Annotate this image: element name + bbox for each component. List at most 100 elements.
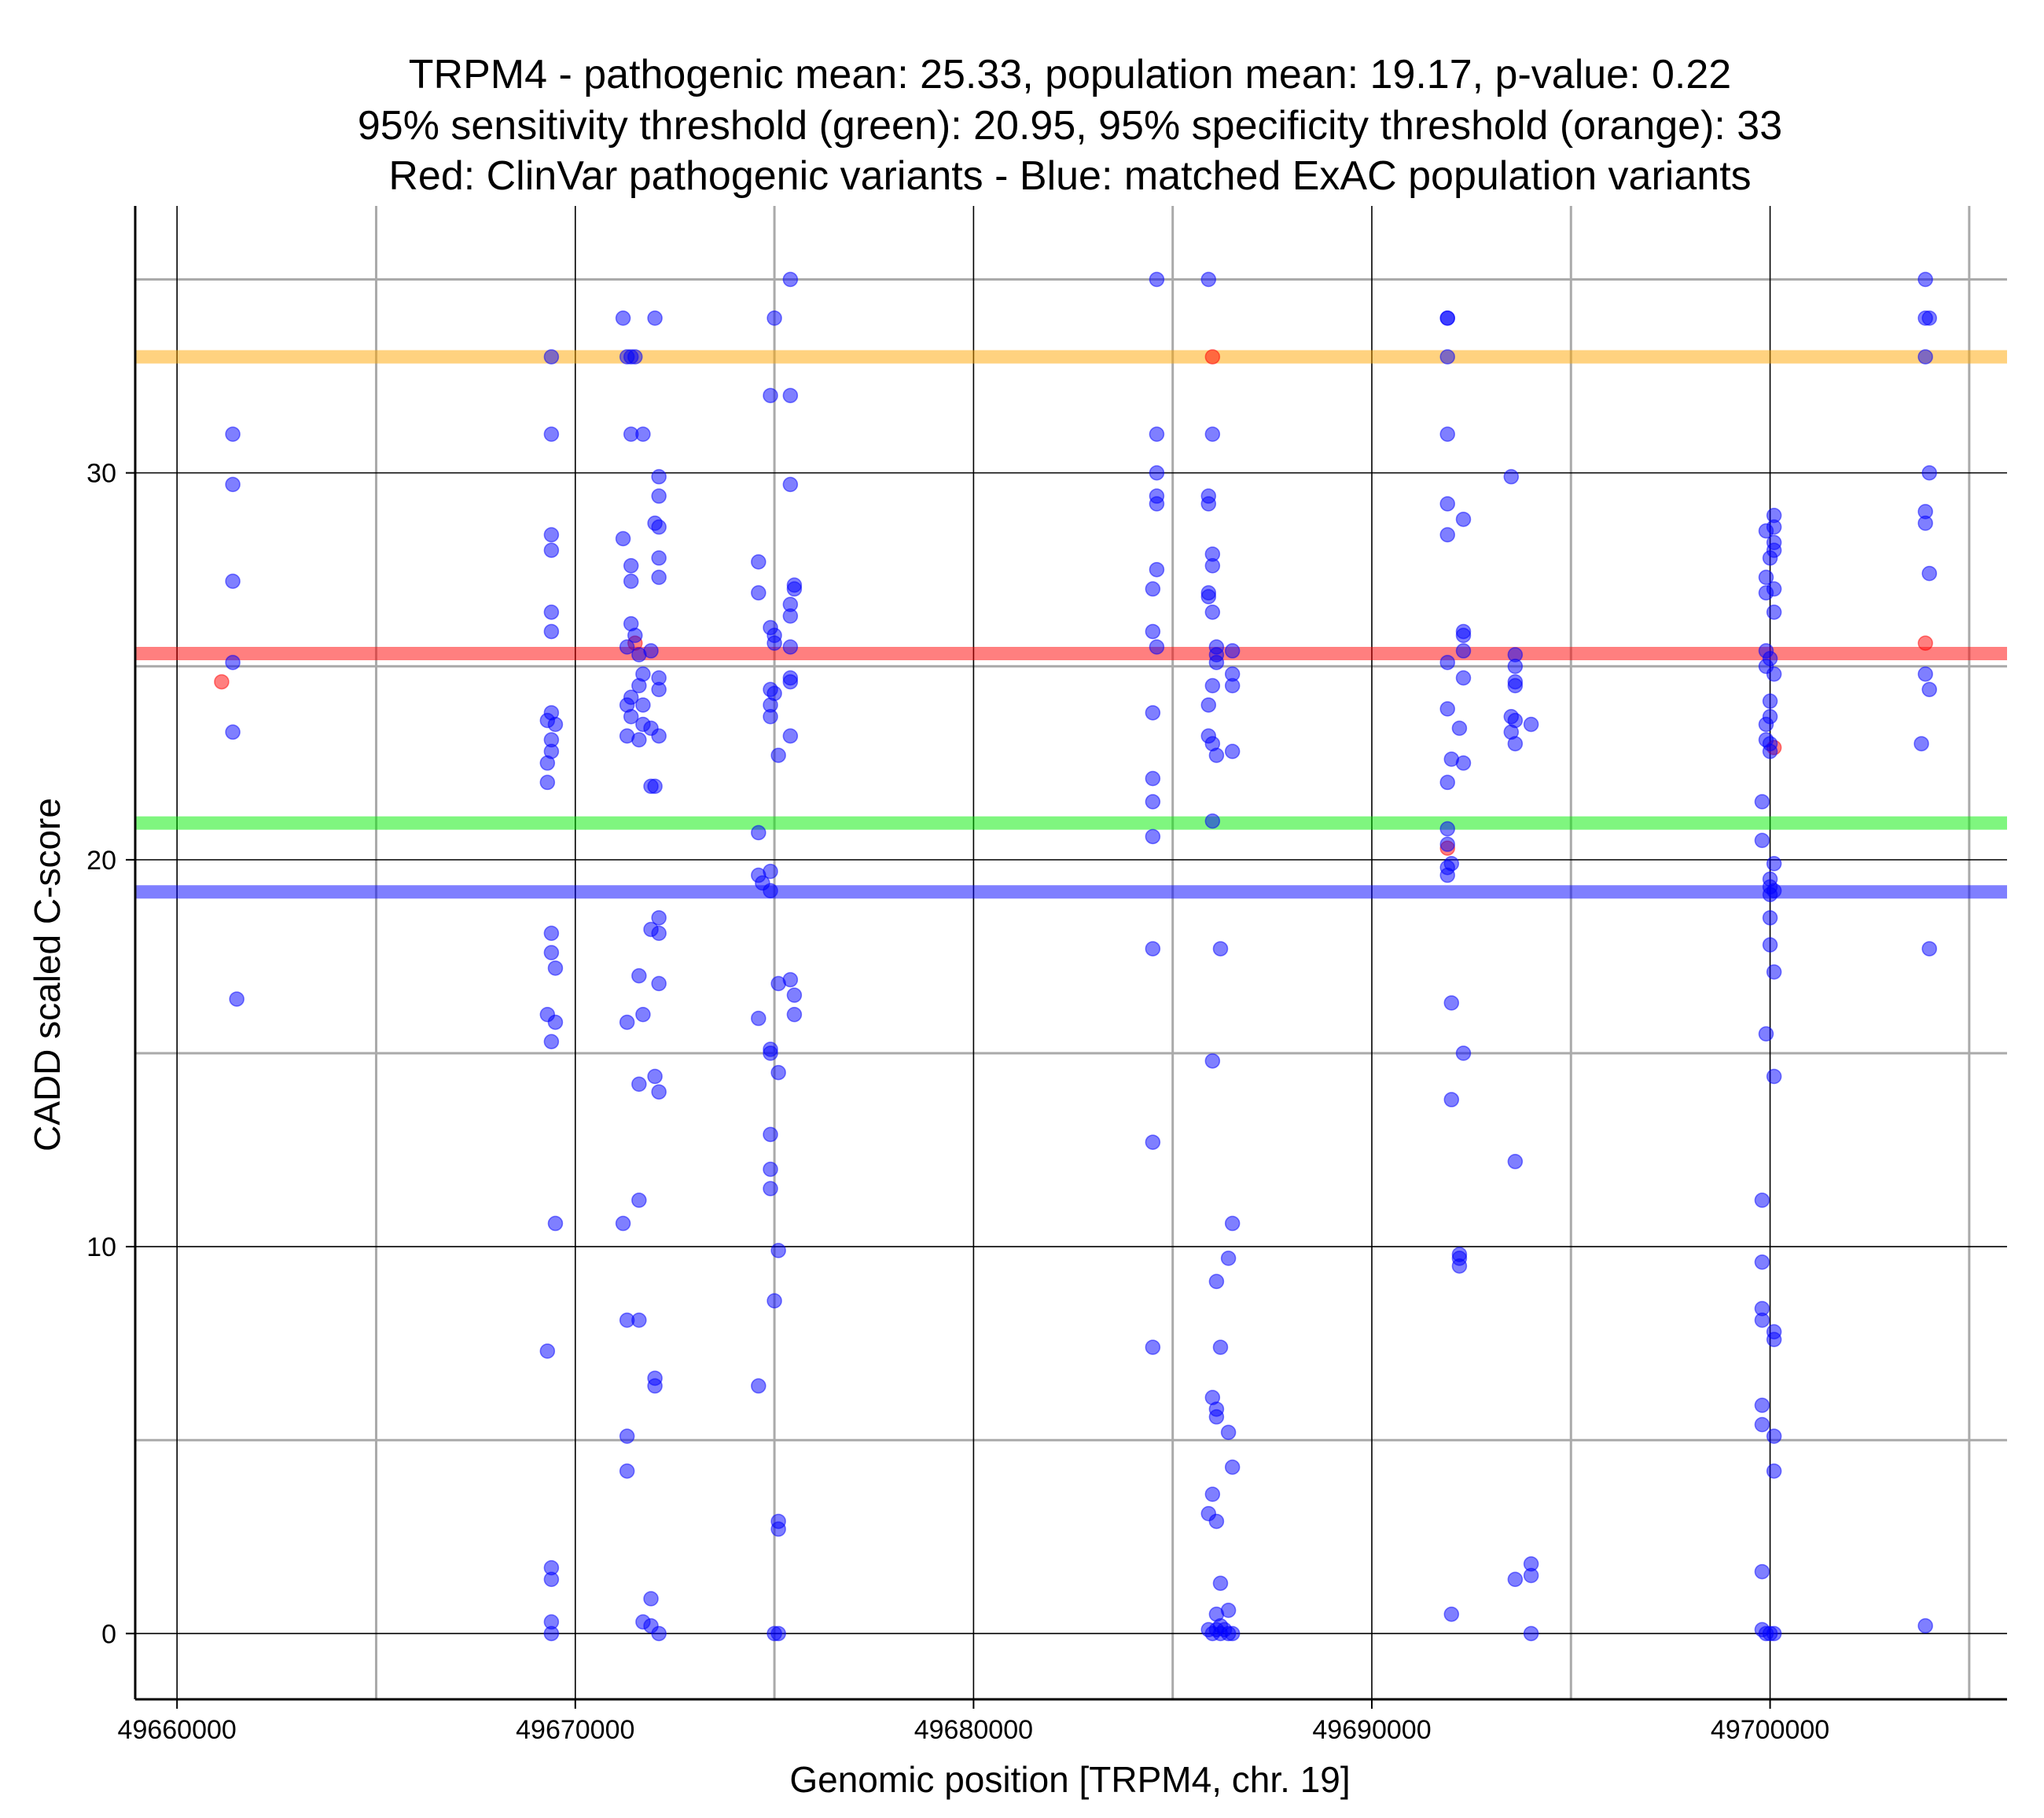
population-point <box>1917 349 1933 365</box>
population-point <box>635 697 651 713</box>
population-point <box>635 426 651 443</box>
population-point <box>1766 604 1782 620</box>
population-point <box>1754 832 1770 849</box>
population-point <box>1204 558 1221 574</box>
population-point <box>763 883 778 898</box>
population-point <box>1758 716 1774 733</box>
population-point <box>1145 581 1161 597</box>
population-point <box>631 1192 647 1208</box>
population-point <box>1507 1571 1524 1588</box>
population-point <box>1145 941 1161 957</box>
population-point <box>1754 1397 1770 1413</box>
population-point <box>1754 1563 1770 1580</box>
population-point <box>651 681 667 698</box>
population-point <box>782 674 799 690</box>
population-point <box>766 310 782 326</box>
population-point <box>229 991 244 1007</box>
population-point <box>1200 496 1217 512</box>
population-point <box>1762 909 1778 926</box>
population-point <box>1921 310 1937 326</box>
population-point <box>1766 1625 1782 1642</box>
population-point <box>547 960 564 976</box>
population-point <box>751 585 766 600</box>
pathogenic-point <box>1917 635 1933 651</box>
population-point <box>751 1010 766 1027</box>
population-point <box>1766 964 1782 980</box>
population-point <box>1507 659 1524 674</box>
population-points <box>225 271 1937 1642</box>
population-point <box>543 1625 560 1642</box>
y-axis-title: CADD scaled C-score <box>27 798 68 1151</box>
title-line-3: Red: ClinVar pathogenic variants - Blue:… <box>388 153 1751 199</box>
population-point <box>543 542 560 558</box>
population-point <box>1149 639 1165 655</box>
population-point <box>1455 670 1472 686</box>
population-point <box>1758 1026 1774 1042</box>
population-point <box>1208 1408 1225 1425</box>
population-point <box>543 623 560 640</box>
population-point <box>651 550 667 566</box>
population-point <box>651 925 667 942</box>
population-point <box>615 310 631 326</box>
population-point <box>547 716 564 733</box>
population-point <box>1145 623 1161 640</box>
population-point <box>1149 465 1165 481</box>
population-point <box>1224 678 1241 694</box>
x-tick-label: 49690000 <box>1312 1715 1431 1745</box>
population-point <box>1204 426 1221 443</box>
population-point <box>1917 271 1933 288</box>
population-point <box>647 778 663 795</box>
population-point <box>651 1084 667 1100</box>
population-point <box>543 1571 560 1588</box>
population-point <box>1754 1192 1770 1208</box>
population-point <box>782 728 799 744</box>
pathogenic-point <box>214 674 230 690</box>
population-point <box>1762 887 1778 902</box>
population-point <box>1224 643 1241 659</box>
population-point <box>1200 589 1217 604</box>
x-tick-label: 49680000 <box>914 1715 1033 1745</box>
population-point <box>1758 569 1774 586</box>
population-point <box>1523 1567 1539 1584</box>
population-point <box>1149 496 1165 512</box>
x-tick-label: 49670000 <box>516 1715 634 1745</box>
population-point <box>1220 1424 1237 1441</box>
population-point <box>615 1215 631 1232</box>
title-line-2: 95% sensitivity threshold (green): 20.95… <box>358 103 1782 149</box>
population-point <box>1762 550 1778 566</box>
population-point <box>1145 828 1161 845</box>
population-point <box>1455 643 1472 659</box>
population-point <box>651 488 667 504</box>
population-point <box>763 708 778 725</box>
population-point <box>1145 794 1161 810</box>
population-point <box>647 1378 663 1394</box>
population-point <box>651 468 667 485</box>
population-point <box>623 573 639 589</box>
population-point <box>631 1312 647 1328</box>
population-point <box>1220 1251 1237 1266</box>
population-point <box>651 728 667 744</box>
population-point <box>619 1428 635 1445</box>
population-point <box>1921 941 1937 957</box>
population-point <box>631 678 647 694</box>
population-point <box>1455 511 1472 527</box>
population-point <box>1439 527 1455 543</box>
population-point <box>1208 747 1225 763</box>
population-point <box>1507 736 1524 751</box>
population-point <box>1200 697 1217 713</box>
population-point <box>615 531 631 547</box>
population-point <box>1145 770 1161 787</box>
population-point <box>1224 1625 1241 1642</box>
y-tick-label: 10 <box>86 1232 116 1262</box>
population-point <box>1204 1486 1221 1502</box>
population-point <box>651 909 667 926</box>
population-point <box>647 310 663 326</box>
population-point <box>1439 836 1455 852</box>
population-point <box>1917 515 1933 531</box>
population-point <box>647 1068 663 1085</box>
population-point <box>1921 681 1937 698</box>
population-point <box>786 987 803 1003</box>
population-point <box>786 577 803 593</box>
population-point <box>631 968 647 984</box>
